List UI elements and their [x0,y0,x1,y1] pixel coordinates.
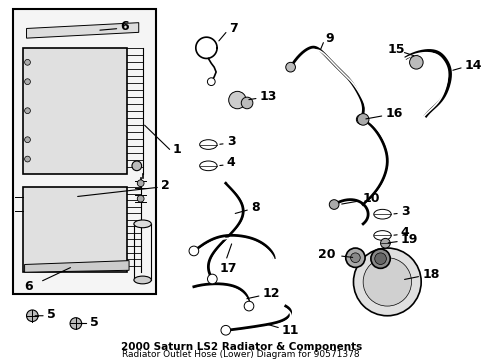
Circle shape [24,156,30,162]
Ellipse shape [134,220,151,228]
Text: 20: 20 [317,248,334,261]
Text: 11: 11 [281,324,299,337]
Circle shape [137,195,144,202]
Text: 2000 Saturn LS2 Radiator & Components: 2000 Saturn LS2 Radiator & Components [121,342,361,352]
Circle shape [24,108,30,114]
Circle shape [363,258,411,306]
Text: 3: 3 [226,135,235,148]
Circle shape [207,78,215,86]
Circle shape [328,200,338,210]
Text: 16: 16 [385,107,402,120]
Bar [13,9,156,294]
Text: 7: 7 [228,22,237,35]
Text: 17: 17 [220,262,237,275]
Text: 5: 5 [47,308,56,321]
Circle shape [409,55,422,69]
Bar [22,187,127,272]
Bar [22,48,127,174]
Text: 5: 5 [90,316,99,329]
Circle shape [374,253,386,265]
Ellipse shape [199,140,217,149]
Circle shape [228,91,245,109]
Circle shape [24,59,30,65]
Circle shape [356,114,366,124]
Circle shape [26,310,38,321]
Text: 15: 15 [386,43,404,56]
Circle shape [24,79,30,85]
Circle shape [189,246,198,256]
Text: 8: 8 [250,201,259,214]
Circle shape [380,238,389,248]
Text: 10: 10 [362,192,379,205]
Text: 3: 3 [400,205,408,218]
Circle shape [241,97,252,109]
Text: 19: 19 [400,233,417,246]
Circle shape [221,325,230,335]
Ellipse shape [373,231,390,240]
Circle shape [370,249,389,268]
Text: 6: 6 [24,280,33,293]
Polygon shape [24,261,129,272]
Ellipse shape [134,276,151,284]
Polygon shape [26,23,139,38]
Text: 14: 14 [464,59,481,72]
Circle shape [132,161,142,171]
Text: Radiator Outlet Hose (Lower) Diagram for 90571378: Radiator Outlet Hose (Lower) Diagram for… [122,350,359,359]
Circle shape [357,114,368,125]
Circle shape [244,301,253,311]
Text: 18: 18 [421,268,439,281]
Ellipse shape [373,210,390,219]
Circle shape [350,253,360,262]
Circle shape [285,62,295,72]
Circle shape [70,318,81,329]
Text: 4: 4 [226,157,235,170]
Text: 2: 2 [161,179,169,192]
Circle shape [353,248,420,316]
Circle shape [24,137,30,143]
Circle shape [207,274,217,284]
Circle shape [345,248,365,267]
Circle shape [137,180,144,186]
Text: 12: 12 [262,287,280,300]
Text: 6: 6 [120,20,129,33]
Text: 4: 4 [400,226,409,239]
Text: 9: 9 [325,32,333,45]
Text: 1: 1 [172,143,181,156]
Text: 13: 13 [259,90,277,103]
Ellipse shape [199,161,217,171]
